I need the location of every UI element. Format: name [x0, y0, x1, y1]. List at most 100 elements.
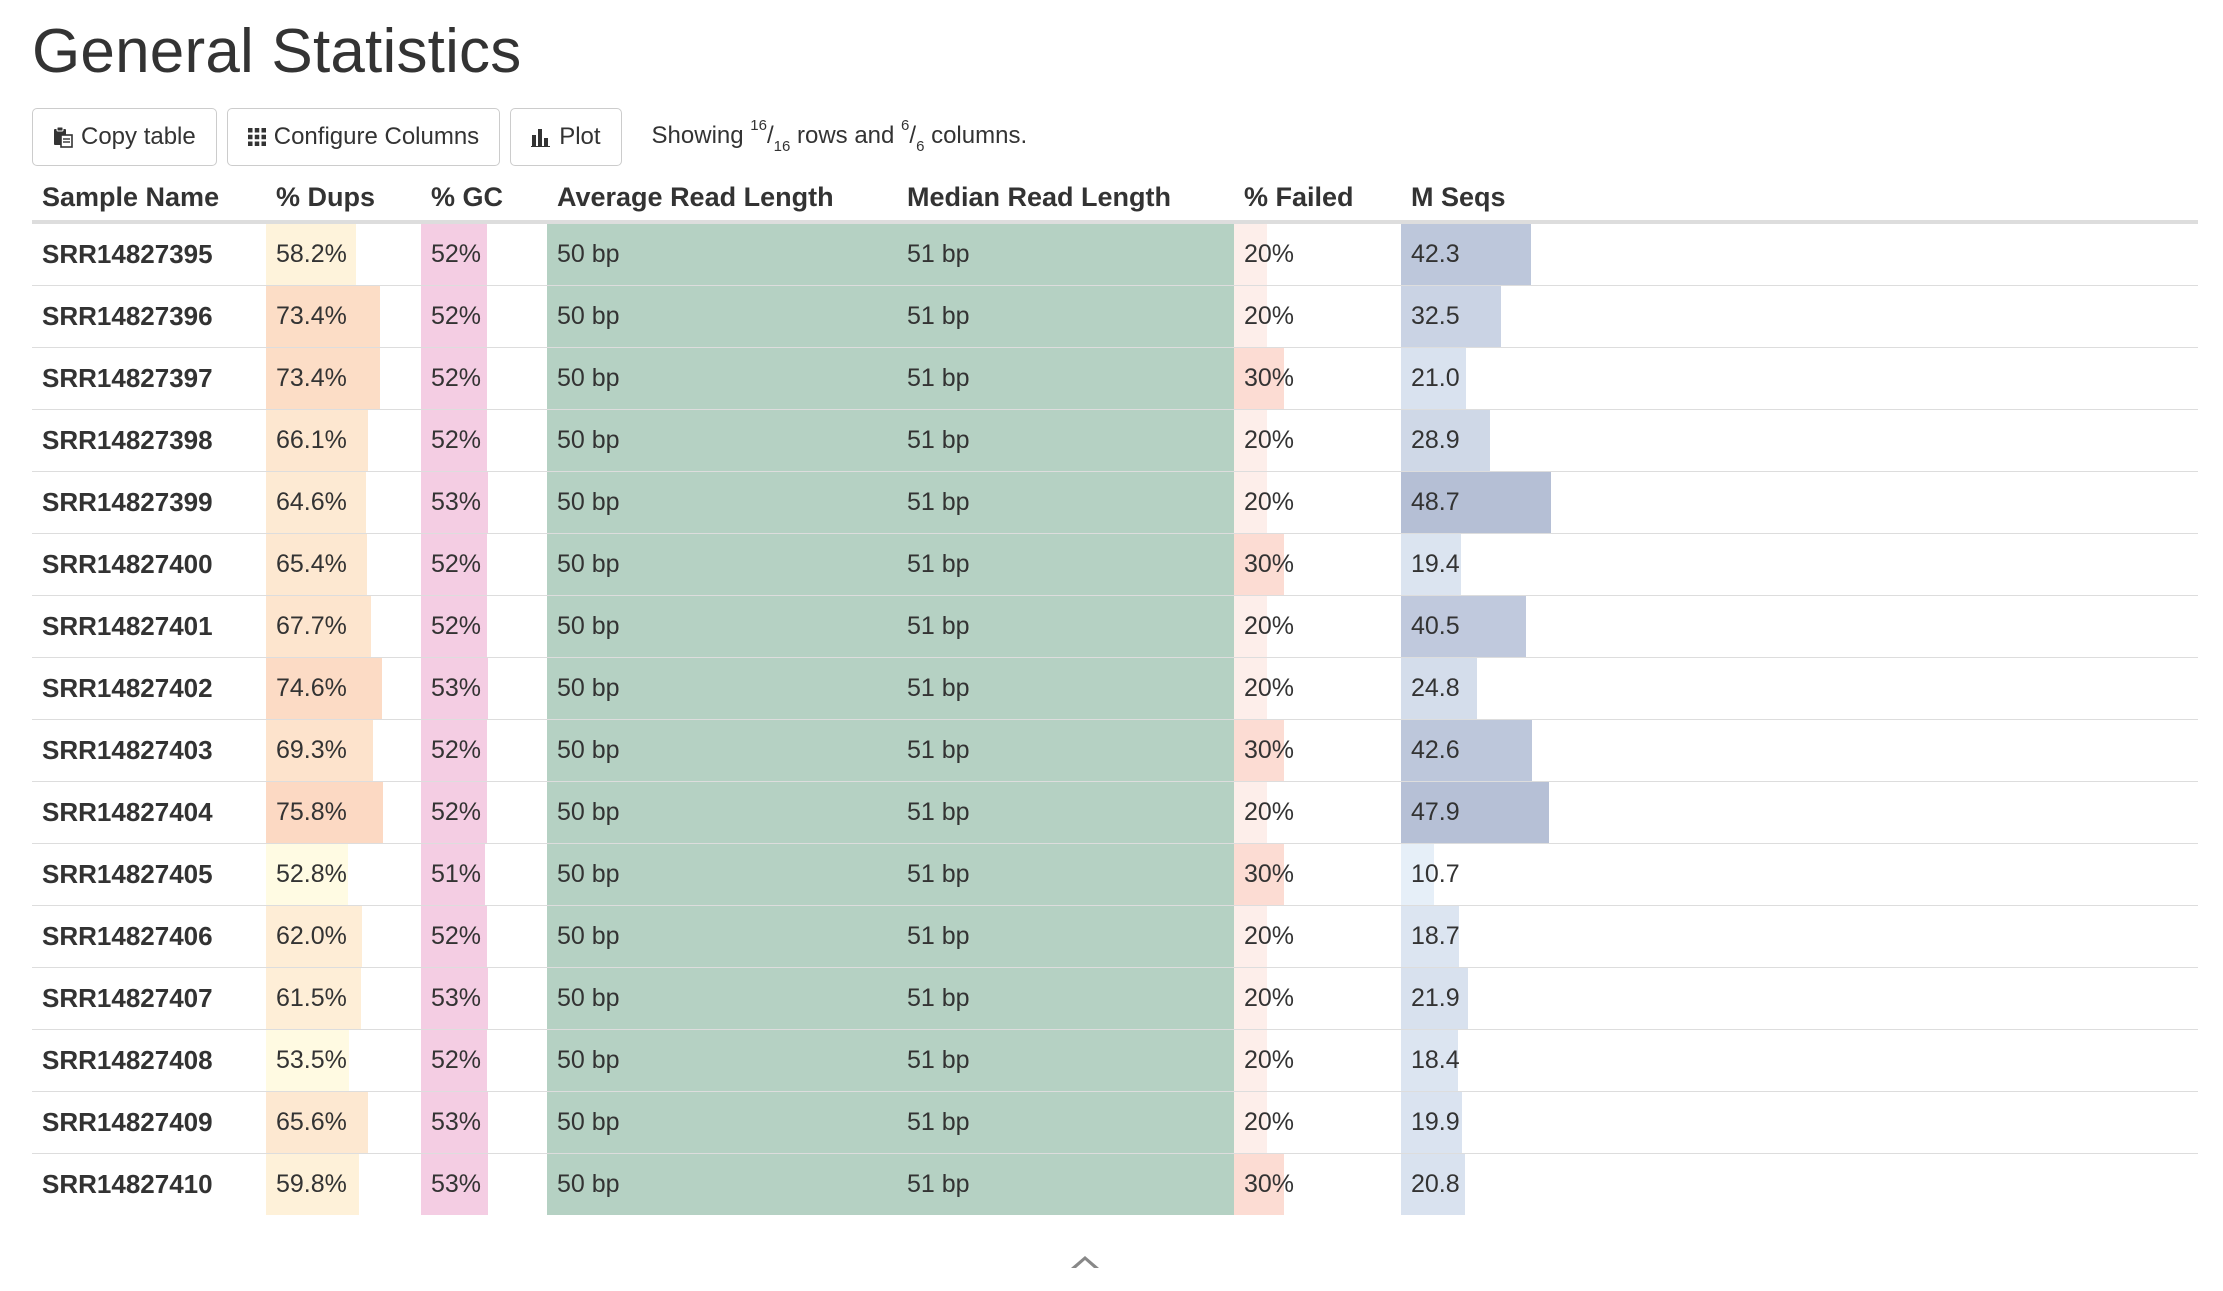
median-read-length-cell: 51 bp: [897, 657, 1234, 720]
median-read-length-cell: 51 bp: [897, 221, 1234, 286]
median-read-length-cell-value: 51 bp: [907, 550, 970, 578]
median-read-length-cell-bar: [897, 224, 1234, 285]
cols-total: 6: [916, 137, 925, 155]
gc-cell: 53%: [421, 967, 547, 1030]
m-seqs-cell-bar: [1401, 224, 1531, 285]
dups-cell-bar: [266, 1154, 359, 1215]
m-seqs-cell: 42.3: [1401, 221, 2198, 286]
m-seqs-cell: 32.5: [1401, 285, 2198, 348]
dups-cell: 67.7%: [266, 595, 421, 658]
cols-shown: 6: [901, 117, 910, 135]
m-seqs-cell: 48.7: [1401, 471, 2198, 534]
failed-cell-bar: [1234, 844, 1285, 905]
median-read-length-cell-bar: [897, 596, 1234, 657]
failed-cell: 20%: [1234, 409, 1401, 472]
header-dups[interactable]: % Dups: [266, 174, 421, 224]
median-read-length-cell-value: 51 bp: [907, 488, 970, 516]
median-read-length-cell-bar: [897, 658, 1234, 719]
median-read-length-cell: 51 bp: [897, 719, 1234, 782]
header-avg-read-length[interactable]: Average Read Length: [547, 174, 897, 224]
m-seqs-cell-value: 40.5: [1411, 612, 1460, 640]
median-read-length-cell-bar: [897, 1092, 1234, 1153]
avg-read-length-cell-bar: [547, 286, 897, 347]
median-read-length-cell-value: 51 bp: [907, 240, 970, 268]
showing-suffix: columns.: [924, 122, 1028, 150]
header-sample-name[interactable]: Sample Name: [32, 174, 266, 224]
sample-name-cell: SRR14827395: [32, 221, 266, 286]
gc-cell-bar: [421, 348, 487, 409]
avg-read-length-cell-value: 50 bp: [557, 550, 620, 578]
median-read-length-cell-bar: [897, 906, 1234, 967]
table-row: SRR14827408 53.5% 52% 50 bp 51 bp 20% 18.4: [32, 1029, 2198, 1092]
avg-read-length-cell-value: 50 bp: [557, 1108, 620, 1136]
copy-table-button[interactable]: Copy table: [32, 108, 217, 166]
failed-cell-value: 20%: [1244, 240, 1295, 268]
m-seqs-cell-bar: [1401, 596, 1526, 657]
median-read-length-cell-bar: [897, 1030, 1234, 1091]
gc-cell: 51%: [421, 843, 547, 906]
median-read-length-cell-value: 51 bp: [907, 426, 970, 454]
failed-cell: 20%: [1234, 221, 1401, 286]
dups-cell: 65.6%: [266, 1091, 421, 1154]
m-seqs-cell-bar: [1401, 906, 1459, 967]
gc-cell: 52%: [421, 781, 547, 844]
dups-cell-value: 53.5%: [276, 1046, 347, 1074]
dups-cell: 73.4%: [266, 347, 421, 410]
failed-cell-value: 30%: [1244, 550, 1295, 578]
dups-cell-value: 65.4%: [276, 550, 347, 578]
avg-read-length-cell-bar: [547, 844, 897, 905]
header-m-seqs[interactable]: M Seqs: [1401, 174, 2198, 224]
dups-cell-bar: [266, 286, 380, 347]
rows-total: 16: [773, 137, 791, 155]
avg-read-length-cell-value: 50 bp: [557, 984, 620, 1012]
dups-cell-value: 64.6%: [276, 488, 347, 516]
bar-chart-icon: [531, 127, 551, 147]
avg-read-length-cell-bar: [547, 472, 897, 533]
header-median-read-length[interactable]: Median Read Length: [897, 174, 1234, 224]
dups-cell-bar: [266, 658, 382, 719]
dups-cell-bar: [266, 1092, 368, 1153]
dups-cell-value: 66.1%: [276, 426, 347, 454]
dups-cell: 65.4%: [266, 533, 421, 596]
failed-cell-value: 20%: [1244, 922, 1295, 950]
m-seqs-cell-bar: [1401, 410, 1490, 471]
m-seqs-cell: 19.9: [1401, 1091, 2198, 1154]
avg-read-length-cell: 50 bp: [547, 221, 897, 286]
gc-cell-value: 53%: [431, 984, 482, 1012]
avg-read-length-cell: 50 bp: [547, 1153, 897, 1215]
header-gc[interactable]: % GC: [421, 174, 547, 224]
dups-cell-bar: [266, 224, 357, 285]
gc-cell-bar: [421, 224, 487, 285]
dups-cell: 52.8%: [266, 843, 421, 906]
table-row: SRR14827405 52.8% 51% 50 bp 51 bp 30% 10.7: [32, 843, 2198, 906]
sample-name-cell: SRR14827401: [32, 595, 266, 658]
dups-cell-bar: [266, 534, 368, 595]
table-row-count: Showing 16/16 rows and 6/6 columns.: [651, 117, 1028, 155]
m-seqs-cell: 21.9: [1401, 967, 2198, 1030]
failed-cell-value: 30%: [1244, 860, 1295, 888]
dups-cell: 58.2%: [266, 221, 421, 286]
dups-cell-value: 75.8%: [276, 798, 347, 826]
gc-cell-value: 52%: [431, 550, 482, 578]
header-failed[interactable]: % Failed: [1234, 174, 1401, 224]
failed-cell: 30%: [1234, 1153, 1401, 1215]
configure-columns-button[interactable]: Configure Columns: [226, 108, 501, 166]
m-seqs-cell-bar: [1401, 968, 1468, 1029]
m-seqs-cell: 40.5: [1401, 595, 2198, 658]
dups-cell-value: 62.0%: [276, 922, 347, 950]
dups-cell: 62.0%: [266, 905, 421, 968]
failed-cell-bar: [1234, 534, 1285, 595]
dups-cell: 53.5%: [266, 1029, 421, 1092]
plot-button[interactable]: Plot: [510, 108, 622, 166]
m-seqs-cell: 19.4: [1401, 533, 2198, 596]
avg-read-length-cell: 50 bp: [547, 967, 897, 1030]
sample-name-cell: SRR14827398: [32, 409, 266, 472]
median-read-length-cell-bar: [897, 968, 1234, 1029]
scroll-to-top-icon[interactable]: [1071, 1256, 1099, 1268]
median-read-length-cell: 51 bp: [897, 595, 1234, 658]
page-title: General Statistics: [32, 17, 522, 86]
failed-cell-bar: [1234, 720, 1285, 781]
avg-read-length-cell: 50 bp: [547, 471, 897, 534]
median-read-length-cell-value: 51 bp: [907, 860, 970, 888]
